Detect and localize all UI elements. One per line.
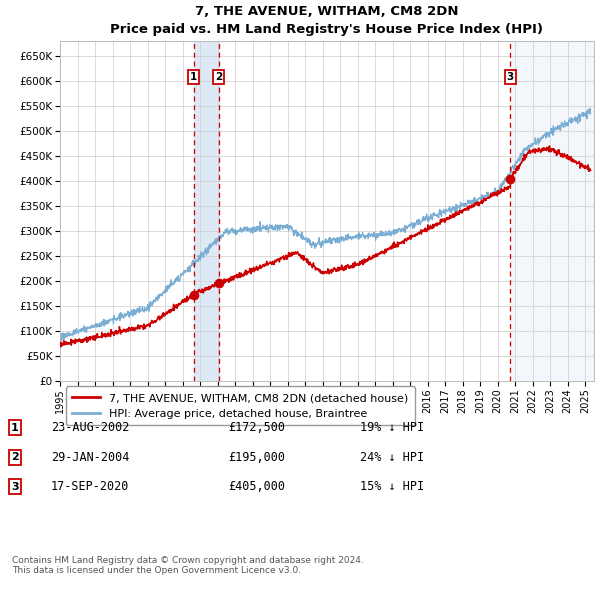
- Bar: [510, 41, 594, 381]
- Text: Contains HM Land Registry data © Crown copyright and database right 2024.
This d: Contains HM Land Registry data © Crown c…: [12, 556, 364, 575]
- Title: 7, THE AVENUE, WITHAM, CM8 2DN
Price paid vs. HM Land Registry's House Price Ind: 7, THE AVENUE, WITHAM, CM8 2DN Price pai…: [110, 5, 544, 36]
- Text: 29-JAN-2004: 29-JAN-2004: [51, 451, 130, 464]
- Text: 2: 2: [11, 453, 19, 462]
- Text: 17-SEP-2020: 17-SEP-2020: [51, 480, 130, 493]
- Bar: [194, 41, 219, 381]
- Text: £195,000: £195,000: [228, 451, 285, 464]
- Text: 1: 1: [190, 72, 197, 82]
- Text: 3: 3: [11, 482, 19, 491]
- Text: £405,000: £405,000: [228, 480, 285, 493]
- Text: £172,500: £172,500: [228, 421, 285, 434]
- Legend: 7, THE AVENUE, WITHAM, CM8 2DN (detached house), HPI: Average price, detached ho: 7, THE AVENUE, WITHAM, CM8 2DN (detached…: [65, 386, 415, 425]
- Text: 15% ↓ HPI: 15% ↓ HPI: [360, 480, 424, 493]
- Text: 24% ↓ HPI: 24% ↓ HPI: [360, 451, 424, 464]
- Text: 3: 3: [506, 72, 514, 82]
- Text: 1: 1: [11, 423, 19, 432]
- Text: 23-AUG-2002: 23-AUG-2002: [51, 421, 130, 434]
- Text: 2: 2: [215, 72, 223, 82]
- Text: 19% ↓ HPI: 19% ↓ HPI: [360, 421, 424, 434]
